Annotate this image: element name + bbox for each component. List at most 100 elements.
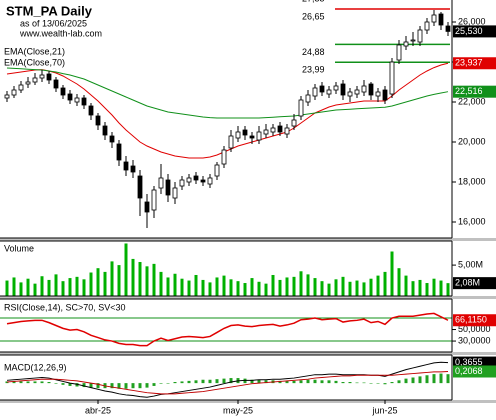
- bar: [341, 382, 345, 384]
- value-box-label: 22,516: [455, 86, 483, 96]
- legend-entry: EMA(Close,70): [4, 57, 65, 67]
- bar: [5, 381, 9, 384]
- bar: [222, 275, 226, 296]
- chart-subtitle: as of 13/06/2025: [20, 18, 87, 28]
- bar: [348, 281, 352, 296]
- bar: [390, 382, 394, 384]
- candle-body: [137, 175, 143, 199]
- bar: [320, 380, 324, 384]
- candle-body: [151, 189, 157, 211]
- panel-title: RSI(Close,14), SC>70, SV<30: [4, 302, 126, 312]
- bar: [5, 280, 9, 296]
- bar: [397, 268, 401, 296]
- bar: [313, 278, 317, 296]
- bar: [180, 381, 184, 384]
- bar: [432, 278, 436, 296]
- candle-body: [172, 187, 178, 199]
- candle-body: [186, 177, 192, 183]
- bar: [306, 274, 310, 296]
- value-box-label: 25,530: [455, 26, 483, 36]
- bar: [334, 380, 338, 384]
- candle-body: [291, 119, 297, 127]
- bar: [131, 383, 135, 389]
- value-box: [453, 365, 496, 378]
- candle-body: [228, 135, 234, 149]
- candle-body: [102, 125, 108, 136]
- bar: [292, 276, 296, 296]
- candle-body: [200, 179, 206, 183]
- candle-body: [207, 177, 213, 185]
- ema-line: [6, 67, 449, 119]
- bar: [327, 283, 331, 296]
- bar: [306, 379, 310, 384]
- indicator-line: [6, 370, 449, 395]
- y-tick-label: 5,00M: [458, 259, 483, 269]
- bar: [390, 251, 394, 296]
- bar: [201, 379, 205, 384]
- bar: [110, 261, 114, 296]
- bar: [313, 379, 317, 384]
- candle-body: [74, 97, 80, 103]
- x-tick-label: jun-25: [371, 405, 397, 415]
- candle-body: [361, 85, 367, 93]
- candle-body: [18, 84, 24, 91]
- y-tick-label: 26,000: [458, 16, 486, 26]
- candle-body: [424, 21, 430, 31]
- candle-body: [438, 13, 444, 26]
- bar: [369, 383, 373, 384]
- bar: [124, 383, 128, 389]
- panel-gap: [0, 352, 496, 355]
- bar: [432, 374, 436, 384]
- bar: [320, 281, 324, 296]
- bar: [250, 278, 254, 296]
- bar: [404, 275, 408, 296]
- y-tick-label: 18,000: [458, 176, 486, 186]
- bar: [145, 266, 149, 296]
- bar: [439, 280, 443, 296]
- bar: [96, 383, 100, 389]
- candle-body: [284, 127, 290, 135]
- candle-body: [347, 91, 353, 97]
- candle-body: [39, 74, 45, 79]
- candle-body: [326, 89, 332, 95]
- candle-body: [46, 73, 52, 81]
- candle-body: [235, 131, 241, 139]
- candle-body: [249, 135, 255, 139]
- bar: [411, 281, 415, 296]
- y-tick-label: 50,0000: [458, 324, 491, 334]
- bar: [89, 272, 93, 296]
- bar: [187, 280, 191, 296]
- bar: [152, 263, 156, 296]
- candle-body: [270, 127, 276, 133]
- candle-body: [312, 87, 318, 97]
- candle-body: [389, 61, 395, 95]
- legend-entry: EMA(Close,21): [4, 46, 65, 56]
- bar: [348, 382, 352, 384]
- candle-body: [221, 149, 227, 165]
- bar: [68, 383, 72, 386]
- bar: [418, 279, 422, 296]
- candle-body: [60, 87, 66, 96]
- bar: [425, 283, 429, 296]
- bar: [201, 279, 205, 296]
- bar: [159, 383, 163, 384]
- candle-body: [242, 129, 248, 136]
- candle-body: [305, 94, 311, 103]
- value-box-label: 0,2068: [455, 366, 483, 376]
- bar: [194, 274, 198, 296]
- bar: [271, 274, 275, 296]
- bar: [166, 383, 170, 384]
- bar: [222, 378, 226, 384]
- bar: [117, 265, 121, 296]
- candle-body: [354, 89, 360, 95]
- bar: [257, 281, 261, 296]
- bar: [61, 383, 65, 385]
- bar: [40, 381, 44, 384]
- bar: [278, 380, 282, 384]
- bar: [145, 383, 149, 388]
- bar: [397, 380, 401, 384]
- value-box-label: 2,08M: [455, 278, 480, 288]
- candle-body: [277, 125, 283, 133]
- candle-body: [67, 93, 73, 101]
- bar: [54, 383, 58, 384]
